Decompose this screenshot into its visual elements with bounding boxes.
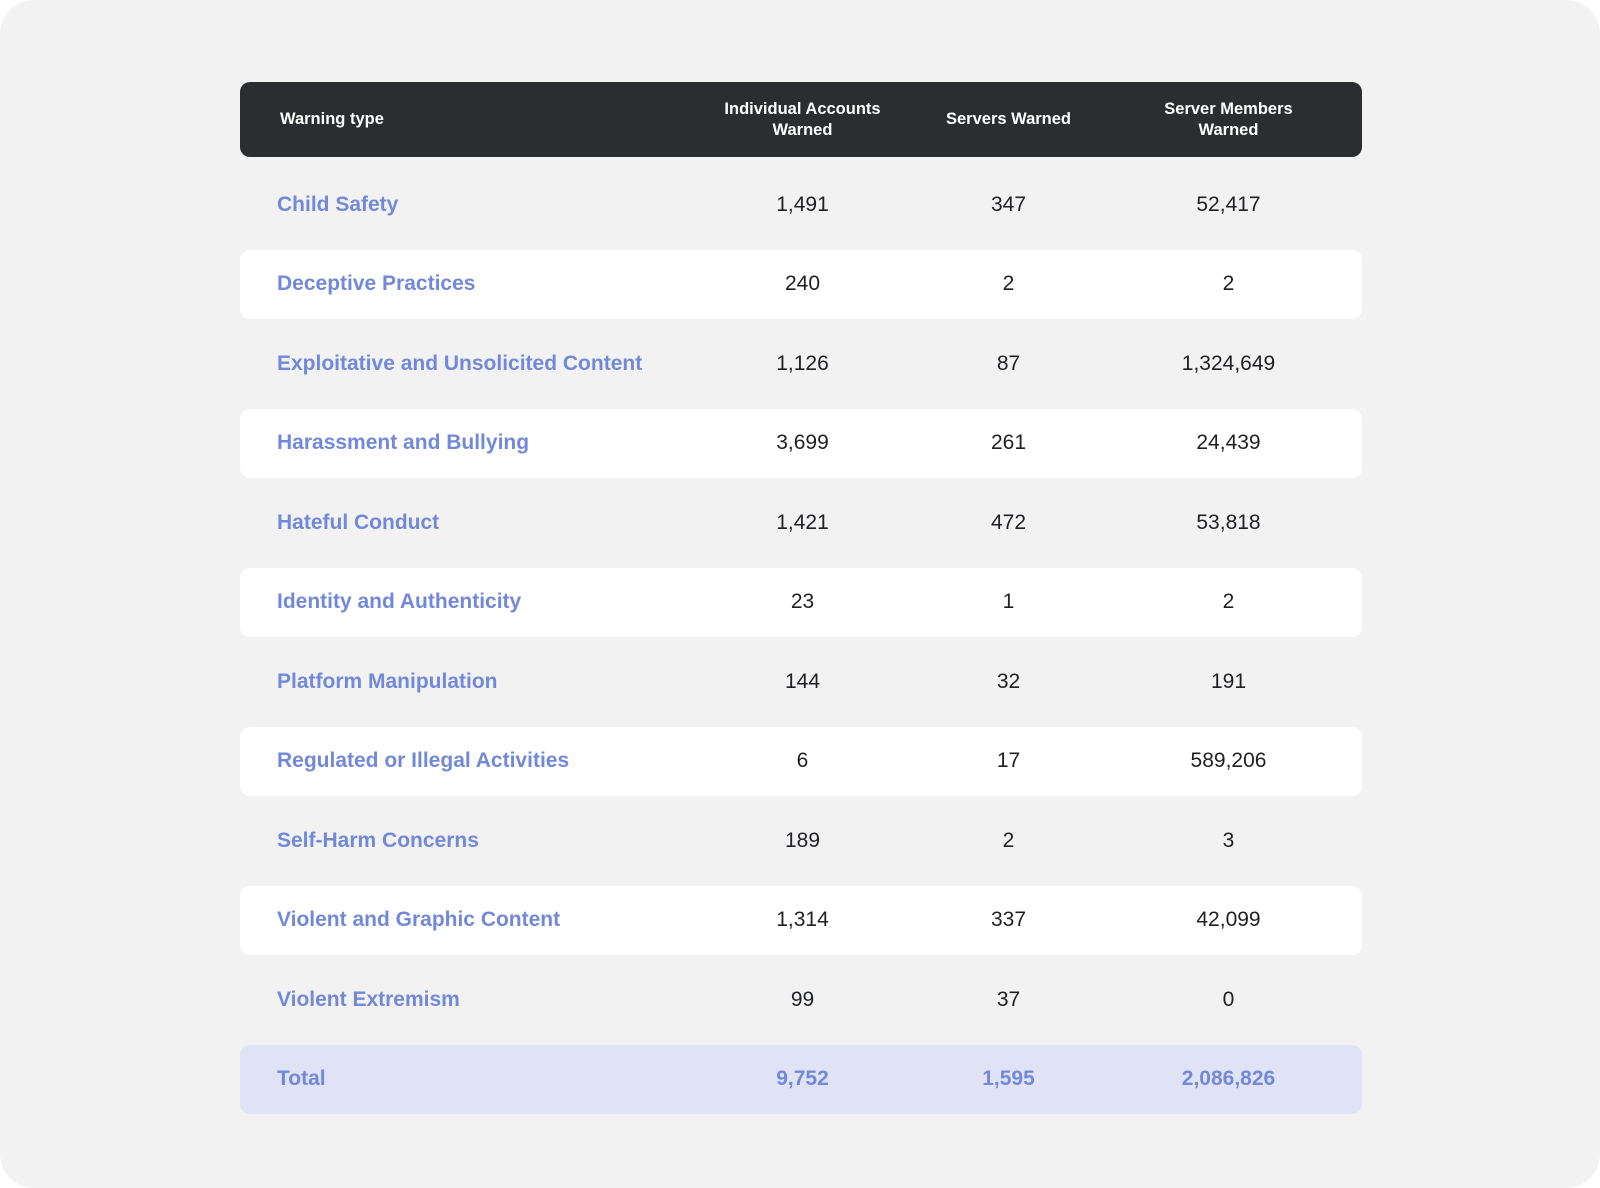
total-row: Total 9,752 1,595 2,086,826 — [240, 1044, 1362, 1114]
servers-warned-cell: 87 — [996, 351, 1021, 375]
members-warned-cell: 52,417 — [1196, 192, 1261, 216]
members-warned-cell: 191 — [1210, 669, 1247, 693]
table-row: Self-Harm Concerns 189 2 3 — [240, 806, 1362, 875]
table-row: Identity and Authenticity 23 1 2 — [240, 567, 1362, 637]
warning-type-cell: Platform Manipulation — [277, 669, 498, 693]
accounts-warned-cell: 1,421 — [776, 510, 829, 534]
members-warned-cell: 2 — [1222, 272, 1235, 295]
header-individual-accounts-warned: Individual Accounts Warned — [724, 99, 881, 139]
warnings-table: Warning type Individual Accounts Warned … — [240, 82, 1362, 1124]
header-warning-type: Warning type — [280, 110, 384, 128]
total-label: Total — [277, 1067, 326, 1090]
warning-type-cell: Regulated or Illegal Activities — [277, 749, 570, 772]
accounts-warned-cell: 1,126 — [776, 351, 829, 375]
accounts-warned-cell: 1,491 — [776, 192, 829, 216]
accounts-warned-cell: 3,699 — [776, 431, 829, 454]
servers-warned-cell: 32 — [996, 669, 1021, 693]
servers-warned-cell: 2 — [1002, 272, 1015, 295]
members-warned-cell: 53,818 — [1196, 510, 1261, 534]
warning-type-cell: Self-Harm Concerns — [277, 828, 479, 852]
accounts-warned-cell: 99 — [790, 987, 815, 1011]
header-servers-warned: Servers Warned — [945, 110, 1072, 128]
servers-warned-cell: 337 — [990, 908, 1027, 931]
accounts-warned-cell: 1,314 — [776, 908, 829, 931]
accounts-warned-cell: 6 — [796, 749, 809, 772]
members-warned-cell: 0 — [1222, 987, 1235, 1011]
servers-warned-cell: 1 — [1002, 590, 1015, 613]
servers-warned-cell: 2 — [1002, 828, 1015, 852]
warning-type-cell: Identity and Authenticity — [277, 590, 522, 613]
accounts-warned-cell: 240 — [784, 272, 821, 295]
total-accounts: 9,752 — [776, 1067, 829, 1090]
members-warned-cell: 3 — [1222, 828, 1235, 852]
members-warned-cell: 42,099 — [1196, 908, 1261, 931]
accounts-warned-cell: 23 — [790, 590, 815, 613]
members-warned-cell: 24,439 — [1196, 431, 1261, 454]
warning-type-cell: Exploitative and Unsolicited Content — [277, 351, 643, 375]
table-row: Deceptive Practices 240 2 2 — [240, 249, 1362, 319]
table-body: Child Safety 1,491 347 52,417 Deceptive Prac… — [240, 170, 1362, 1034]
servers-warned-cell: 347 — [990, 192, 1027, 216]
servers-warned-cell: 472 — [990, 510, 1027, 534]
table-row: Child Safety 1,491 347 52,417 — [240, 170, 1362, 239]
table-row: Platform Manipulation 144 32 191 — [240, 647, 1362, 716]
servers-warned-cell: 261 — [990, 431, 1027, 454]
table-row: Hateful Conduct 1,421 472 53,818 — [240, 488, 1362, 557]
table-row: Violent Extremism 99 37 0 — [240, 965, 1362, 1034]
warning-type-cell: Hateful Conduct — [277, 510, 440, 534]
warning-type-cell: Deceptive Practices — [277, 272, 476, 295]
table-header: Warning type Individual Accounts Warned … — [240, 82, 1362, 157]
members-warned-cell: 2 — [1222, 590, 1235, 613]
members-warned-cell: 1,324,649 — [1181, 351, 1276, 375]
accounts-warned-cell: 144 — [784, 669, 821, 693]
table-row: Exploitative and Unsolicited Content 1,12… — [240, 329, 1362, 398]
servers-warned-cell: 37 — [996, 987, 1021, 1011]
accounts-warned-cell: 189 — [784, 828, 821, 852]
warning-type-cell: Violent Extremism — [277, 987, 460, 1011]
total-servers: 1,595 — [982, 1067, 1035, 1090]
warning-type-cell: Harassment and Bullying — [277, 431, 530, 454]
servers-warned-cell: 17 — [996, 749, 1021, 772]
members-warned-cell: 589,206 — [1190, 749, 1267, 772]
warning-type-cell: Child Safety — [277, 192, 399, 216]
table-row: Harassment and Bullying 3,699 261 24,439 — [240, 408, 1362, 478]
warning-type-cell: Violent and Graphic Content — [277, 908, 561, 931]
table-row: Violent and Graphic Content 1,314 337 42,09… — [240, 885, 1362, 955]
header-server-members-warned: Server Members Warned — [1164, 99, 1293, 139]
total-members: 2,086,826 — [1181, 1067, 1276, 1090]
table-row: Regulated or Illegal Activities 6 17 589,20… — [240, 726, 1362, 796]
